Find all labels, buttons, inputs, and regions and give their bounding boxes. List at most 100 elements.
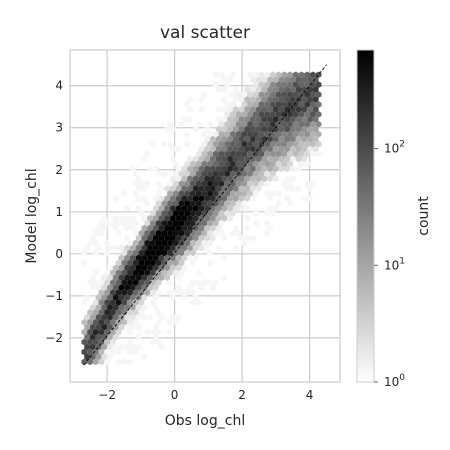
hex-cell — [135, 314, 142, 321]
hex-cell — [118, 343, 125, 351]
hex-cell — [230, 101, 236, 108]
hex-cell — [132, 279, 139, 286]
hex-cell — [104, 239, 111, 247]
hex-cell — [112, 284, 119, 291]
hex-cell — [144, 279, 151, 286]
hex-cell — [107, 323, 113, 331]
hex-cell — [301, 195, 308, 202]
x-axis-ticks: −2 0 2 4 — [98, 388, 313, 402]
hex-cell — [81, 328, 88, 336]
hex-cell — [215, 215, 222, 222]
hex-cell — [201, 239, 208, 247]
hex-cell — [104, 338, 111, 346]
hex-cell — [264, 219, 271, 227]
hex-cell — [184, 219, 191, 227]
hex-cell — [95, 244, 102, 252]
hex-cell — [312, 125, 319, 133]
hex-cell — [275, 111, 282, 118]
hex-cell — [207, 120, 213, 128]
hex-cell — [172, 200, 179, 207]
hex-cell — [270, 190, 276, 197]
hex-cell — [155, 259, 162, 267]
hex-cell — [250, 86, 256, 93]
hex-cell — [307, 125, 313, 133]
hex-cell — [190, 170, 196, 178]
hex-cell — [235, 140, 242, 148]
hex-cell — [264, 91, 271, 98]
hex-cell — [144, 249, 151, 257]
hex-cell — [184, 180, 191, 187]
hex-cell — [192, 215, 199, 222]
hex-cell — [152, 215, 159, 222]
hex-cell — [212, 150, 219, 158]
hex-cell — [198, 224, 205, 232]
hex-cell — [264, 71, 271, 79]
hex-cell — [241, 190, 248, 197]
hex-cell — [175, 234, 182, 242]
hex-cell — [227, 116, 233, 123]
hex-cell — [155, 170, 162, 178]
hex-cell — [127, 328, 133, 336]
hex-cell — [292, 101, 299, 108]
hex-cell — [98, 358, 105, 366]
hex-cell — [210, 135, 216, 143]
hex-cell — [167, 328, 173, 336]
hex-cell — [295, 155, 302, 163]
hex-cell — [175, 175, 182, 182]
hex-cell — [187, 234, 193, 242]
hex-cell — [204, 205, 211, 212]
hex-cell — [315, 130, 322, 138]
hex-cell — [170, 215, 176, 222]
hex-cell — [241, 239, 248, 247]
hex-cell — [158, 274, 165, 281]
hex-cell — [250, 234, 256, 242]
hex-cell — [187, 215, 193, 222]
hex-cell — [201, 130, 208, 138]
hex-cell — [212, 170, 219, 178]
hex-cell — [247, 130, 253, 138]
hex-cell — [230, 150, 236, 158]
hex-cell — [172, 190, 179, 197]
hex-cell — [227, 205, 233, 212]
hex-cell — [112, 244, 119, 252]
hex-cell — [201, 229, 208, 237]
hex-cell — [150, 269, 156, 277]
hex-cell — [141, 294, 148, 301]
hex-cell — [101, 323, 108, 331]
hex-cell — [167, 200, 173, 207]
hex-cell — [264, 150, 271, 158]
hex-cell — [287, 160, 293, 168]
hex-cell — [178, 210, 185, 217]
hex-cell — [155, 328, 162, 336]
hex-cell — [241, 140, 248, 148]
hex-cell — [167, 229, 173, 237]
hex-cell — [187, 254, 193, 262]
hex-cell — [152, 333, 159, 341]
hex-cell — [212, 210, 219, 217]
hex-cell — [147, 215, 153, 222]
hex-cell — [275, 130, 282, 138]
hex-cell — [267, 125, 273, 133]
hex-cell — [295, 76, 302, 83]
y-tick-label: −2 — [45, 331, 63, 345]
hex-cell — [230, 120, 236, 128]
hex-cell — [252, 91, 259, 98]
hex-cell — [235, 200, 242, 207]
hex-cell — [161, 269, 168, 277]
hex-cell — [307, 106, 313, 113]
colorbar-tick-label: 101 — [384, 256, 405, 272]
hex-cell — [261, 106, 268, 113]
hex-cell — [238, 106, 245, 113]
hex-cell — [164, 234, 171, 242]
hex-cell — [244, 96, 251, 103]
hex-cell — [130, 343, 136, 351]
hex-cell — [130, 244, 136, 252]
hex-cell — [275, 150, 282, 158]
hex-cell — [244, 215, 251, 222]
hex-cell — [178, 190, 185, 197]
hex-cell — [215, 244, 222, 252]
hex-cell — [235, 229, 242, 237]
hex-cell — [221, 155, 228, 163]
hex-cell — [198, 215, 205, 222]
hex-cell — [172, 239, 179, 247]
